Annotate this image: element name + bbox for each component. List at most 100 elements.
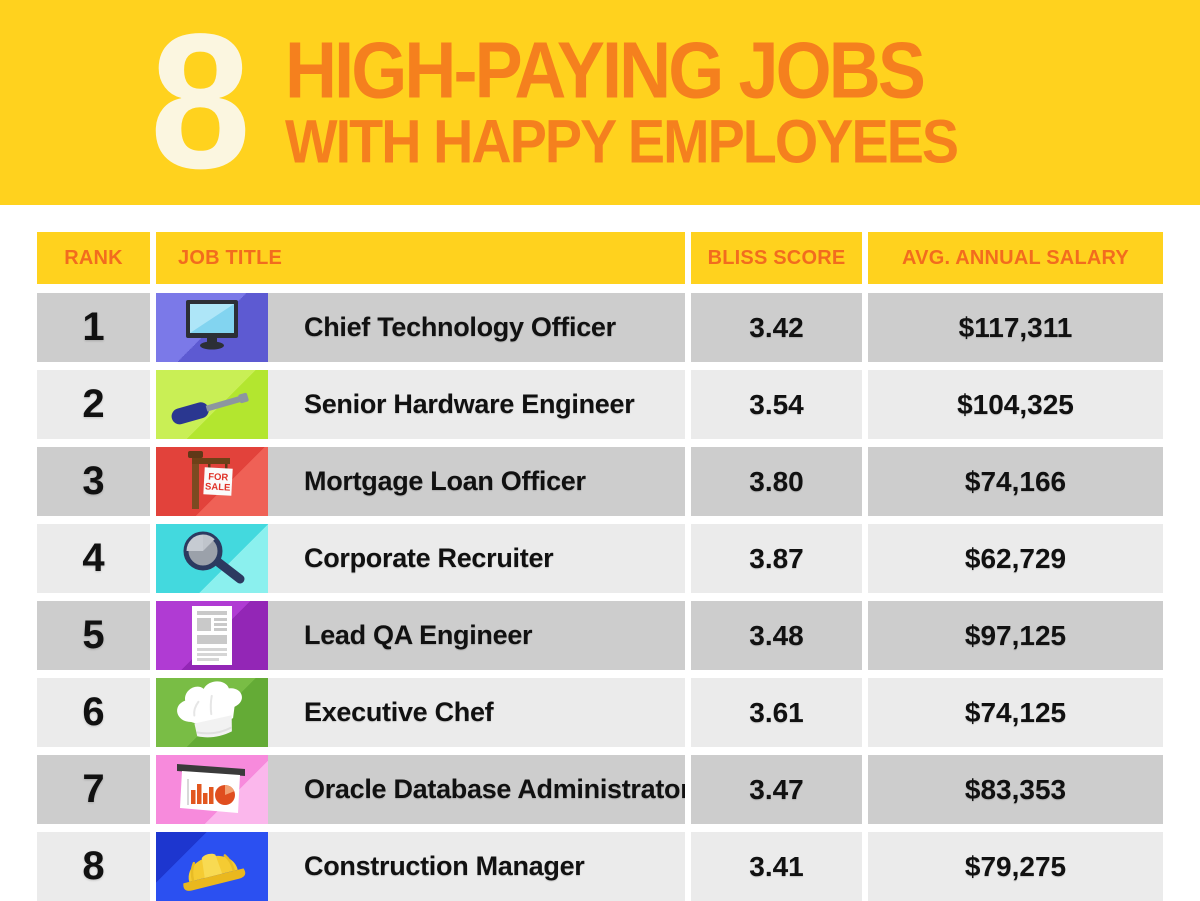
job-icon-tile bbox=[156, 293, 268, 362]
bliss-score-value: 3.48 bbox=[749, 619, 804, 651]
svg-text:FOR: FOR bbox=[208, 471, 229, 483]
header-avg-annual-salary: AVG. ANNUAL SALARY bbox=[868, 232, 1163, 284]
salary-value: $62,729 bbox=[964, 542, 1067, 574]
rank-value: 5 bbox=[82, 613, 105, 657]
header-bliss-score: BLISS SCORE bbox=[691, 232, 862, 284]
for-sale-sign-icon: FOR SALE bbox=[188, 451, 233, 509]
job-title: Chief Technology Officer bbox=[304, 312, 616, 342]
job-title-cell: Senior Hardware Engineer bbox=[156, 370, 685, 439]
rank-cell: 8 bbox=[37, 832, 150, 901]
bliss-score-cell: 3.42 bbox=[691, 293, 862, 362]
job-title: Oracle Database Administrator bbox=[304, 774, 685, 804]
bliss-score-value: 3.47 bbox=[749, 773, 804, 805]
salary-cell: $83,353 bbox=[868, 755, 1163, 824]
rank-value: 6 bbox=[82, 690, 105, 734]
job-title-cell: Chief Technology Officer bbox=[156, 293, 685, 362]
bliss-score-cell: 3.80 bbox=[691, 447, 862, 516]
rank-value: 2 bbox=[82, 382, 105, 426]
presentation-chart-icon bbox=[177, 764, 245, 813]
rank-value: 4 bbox=[82, 536, 105, 580]
salary-cell: $74,125 bbox=[868, 678, 1163, 747]
svg-text:SALE: SALE bbox=[205, 481, 231, 493]
rank-cell: 2 bbox=[37, 370, 150, 439]
salary-value: $74,125 bbox=[964, 696, 1067, 728]
bliss-score-cell: 3.48 bbox=[691, 601, 862, 670]
bliss-score-cell: 3.61 bbox=[691, 678, 862, 747]
rank-value: 7 bbox=[82, 767, 105, 811]
rank-value: 1 bbox=[82, 305, 105, 349]
rank-cell: 7 bbox=[37, 755, 150, 824]
screwdriver-icon bbox=[171, 392, 249, 425]
rank-cell: 6 bbox=[37, 678, 150, 747]
bliss-score-cell: 3.54 bbox=[691, 370, 862, 439]
bliss-score-cell: 3.41 bbox=[691, 832, 862, 901]
bliss-score-value: 3.87 bbox=[749, 542, 804, 574]
job-icon-tile: FOR SALE bbox=[156, 447, 268, 516]
banner-title-line1: HIGH-PAYING JOBS bbox=[284, 25, 926, 115]
banner-count: 8 bbox=[150, 0, 251, 210]
banner-title: HIGH-PAYING JOBS WITH HAPPY EMPLOYEES bbox=[284, 25, 959, 176]
job-title-cell: Construction Manager bbox=[156, 832, 685, 901]
job-title: Senior Hardware Engineer bbox=[304, 389, 635, 419]
salary-cell: $117,311 bbox=[868, 293, 1163, 362]
table-row: 4 Corporate Recruiter 3.87 $62,729 bbox=[37, 524, 1163, 593]
table-header-row: RANK JOB TITLE BLISS SCORE AVG. ANNUAL S… bbox=[37, 232, 1163, 284]
chef-hat-icon bbox=[177, 681, 242, 738]
hard-hat-icon bbox=[183, 853, 246, 891]
bliss-score-value: 3.54 bbox=[749, 388, 804, 420]
table-row: 6 Executive Chef 3.61 $74,125 bbox=[37, 678, 1163, 747]
table-row: 5 Lead QA Engineer 3.48 $97,125 bbox=[37, 601, 1163, 670]
header-job-title: JOB TITLE bbox=[156, 232, 685, 284]
job-icon-tile bbox=[156, 524, 268, 593]
job-icon-tile bbox=[156, 755, 268, 824]
bliss-score-value: 3.61 bbox=[749, 696, 804, 728]
job-title-cell: Corporate Recruiter bbox=[156, 524, 685, 593]
job-title-cell: Executive Chef bbox=[156, 678, 685, 747]
bliss-score-cell: 3.47 bbox=[691, 755, 862, 824]
job-title: Corporate Recruiter bbox=[304, 543, 554, 573]
header-rank: RANK bbox=[37, 232, 150, 284]
salary-value: $83,353 bbox=[964, 773, 1067, 805]
job-title: Executive Chef bbox=[304, 697, 494, 727]
salary-cell: $97,125 bbox=[868, 601, 1163, 670]
table-row: 2 Senior Hardware Engineer 3.54 $104,325 bbox=[37, 370, 1163, 439]
job-icon-tile bbox=[156, 678, 268, 747]
magnifying-glass-icon bbox=[183, 531, 245, 584]
salary-cell: $104,325 bbox=[868, 370, 1163, 439]
rank-cell: 1 bbox=[37, 293, 150, 362]
salary-value: $74,166 bbox=[964, 465, 1067, 497]
table-body: 1 Chief Technology Officer 3.42 $117,311… bbox=[37, 293, 1163, 901]
banner: 8 HIGH-PAYING JOBS WITH HAPPY EMPLOYEES bbox=[0, 0, 1200, 205]
table-row: 1 Chief Technology Officer 3.42 $117,311 bbox=[37, 293, 1163, 362]
rank-value: 8 bbox=[82, 844, 105, 888]
rank-value: 3 bbox=[82, 459, 105, 503]
salary-value: $104,325 bbox=[957, 388, 1074, 420]
table-row: 7 Oracle Database Administrator 3.47 $83… bbox=[37, 755, 1163, 824]
bliss-score-value: 3.42 bbox=[749, 311, 804, 343]
bliss-score-cell: 3.87 bbox=[691, 524, 862, 593]
monitor-icon bbox=[186, 300, 238, 350]
table-row: 8 Construction Manager 3.41 $79,275 bbox=[37, 832, 1163, 901]
job-title-cell: FOR SALE Mortgage Loan Officer bbox=[156, 447, 685, 516]
job-title-cell: Lead QA Engineer bbox=[156, 601, 685, 670]
salary-value: $97,125 bbox=[964, 619, 1067, 651]
job-icon-tile bbox=[156, 370, 268, 439]
salary-value: $117,311 bbox=[958, 311, 1073, 343]
document-icon bbox=[192, 606, 232, 665]
bliss-score-value: 3.41 bbox=[749, 850, 804, 882]
jobs-table: RANK JOB TITLE BLISS SCORE AVG. ANNUAL S… bbox=[37, 232, 1163, 901]
rank-cell: 3 bbox=[37, 447, 150, 516]
bliss-score-value: 3.80 bbox=[749, 465, 804, 497]
salary-value: $79,275 bbox=[964, 850, 1067, 882]
job-title-cell: Oracle Database Administrator bbox=[156, 755, 685, 824]
salary-cell: $74,166 bbox=[868, 447, 1163, 516]
job-title: Lead QA Engineer bbox=[304, 620, 533, 650]
job-title: Construction Manager bbox=[304, 851, 585, 881]
job-icon-tile bbox=[156, 832, 268, 901]
job-title: Mortgage Loan Officer bbox=[304, 466, 586, 496]
salary-cell: $62,729 bbox=[868, 524, 1163, 593]
table-row: 3 FOR SALE Mortgage Loan Officer 3.80 $7… bbox=[37, 447, 1163, 516]
rank-cell: 5 bbox=[37, 601, 150, 670]
banner-title-line2: WITH HAPPY EMPLOYEES bbox=[284, 106, 959, 176]
salary-cell: $79,275 bbox=[868, 832, 1163, 901]
